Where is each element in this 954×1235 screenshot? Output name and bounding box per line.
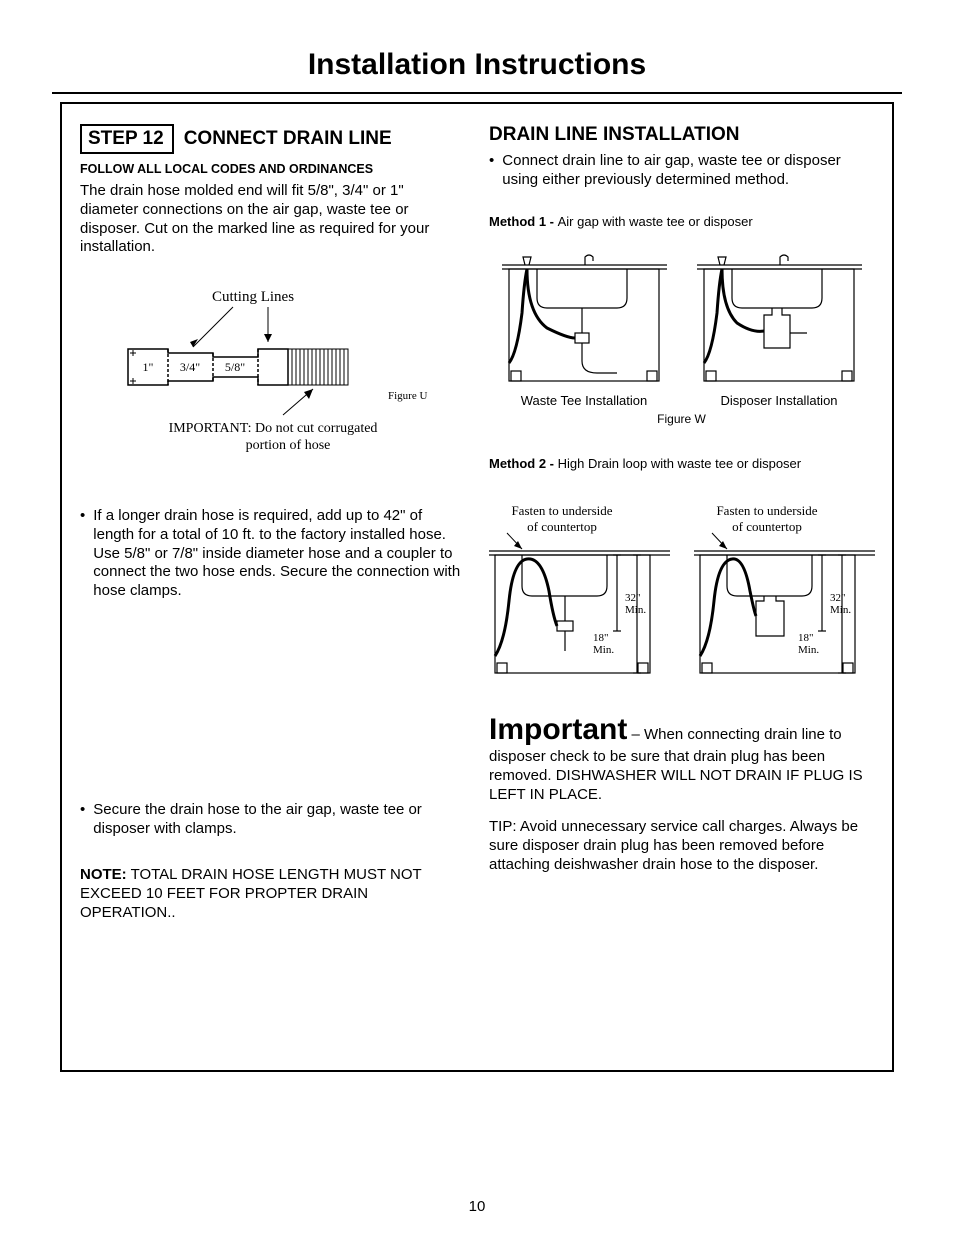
important-word: Important — [489, 713, 627, 746]
hose-mark-2: 3/4" — [179, 360, 199, 374]
figure-x-right: Fasten to underside of countertop — [692, 501, 877, 691]
content-frame: STEP 12 CONNECT DRAIN LINE FOLLOW ALL LO… — [60, 102, 894, 1072]
figure-u: Cutting Lines — [118, 287, 428, 467]
right-bullet-text: Connect drain line to air gap, waste tee… — [502, 152, 874, 190]
hose-mark-1: 1" — [142, 360, 153, 374]
important-dash: – — [627, 726, 644, 743]
tip-text: TIP: Avoid unnecessary service call char… — [489, 818, 874, 874]
figure-w-left-caption: Waste Tee Installation — [497, 393, 672, 408]
step-title: CONNECT DRAIN LINE — [184, 128, 392, 150]
fasten-label-1: Fasten to underside — [511, 503, 612, 518]
left-bullet-1: • If a longer drain hose is required, ad… — [80, 507, 465, 601]
bullet-icon: • — [489, 152, 494, 190]
note-body: TOTAL DRAIN HOSE LENGTH MUST NOT EXCEED … — [80, 866, 421, 921]
figure-w-caption: Figure W — [489, 412, 874, 426]
fasten-label-3: Fasten to underside — [716, 503, 817, 518]
method-1-label: Method 1 - — [489, 214, 558, 229]
method-1-text: Air gap with waste tee or disposer — [558, 214, 753, 229]
method-1-line: Method 1 - Air gap with waste tee or dis… — [489, 214, 874, 229]
method-2-text: High Drain loop with waste tee or dispos… — [558, 456, 802, 471]
left-bullet-2: • Secure the drain hose to the air gap, … — [80, 801, 465, 839]
cutting-lines-label: Cutting Lines — [211, 289, 293, 305]
figure-w-left: Waste Tee Installation — [497, 253, 672, 408]
left-bullet-1-text: If a longer drain hose is required, add … — [93, 507, 465, 601]
left-column: STEP 12 CONNECT DRAIN LINE FOLLOW ALL LO… — [80, 124, 465, 1054]
figure-x-left: Fasten to underside of countertop — [487, 501, 672, 691]
figure-w-right-caption: Disposer Installation — [692, 393, 867, 408]
dim-min2b: Min. — [798, 644, 819, 656]
figure-w: Waste Tee Installation — [489, 253, 874, 408]
right-bullet: • Connect drain line to air gap, waste t… — [489, 152, 874, 190]
follow-codes-line: FOLLOW ALL LOCAL CODES AND ORDINANCES — [80, 162, 465, 176]
note-label: NOTE: — [80, 866, 127, 883]
page-number: 10 — [0, 1198, 954, 1215]
fasten-label-2: of countertop — [527, 519, 597, 534]
step-header: STEP 12 CONNECT DRAIN LINE — [80, 124, 465, 154]
figure-x: Fasten to underside of countertop — [489, 501, 874, 691]
right-column: DRAIN LINE INSTALLATION • Connect drain … — [489, 124, 874, 1054]
hose-mark-3: 5/8" — [224, 360, 244, 374]
important-block: Important – When connecting drain line t… — [489, 711, 874, 805]
fasten-label-4: of countertop — [732, 519, 802, 534]
dim-min2: Min. — [593, 644, 614, 656]
figure-w-right: Disposer Installation — [692, 253, 867, 408]
dim-18: 18" — [593, 632, 609, 644]
right-title: DRAIN LINE INSTALLATION — [489, 124, 874, 146]
left-bullet-2-text: Secure the drain hose to the air gap, wa… — [93, 801, 465, 839]
dim-min: Min. — [625, 604, 646, 616]
dim-32b: 32" — [830, 592, 846, 604]
figure-u-caption: Figure U — [388, 390, 427, 402]
method-2-line: Method 2 - High Drain loop with waste te… — [489, 456, 874, 471]
bullet-icon: • — [80, 507, 85, 601]
figure-u-warning-2: portion of hose — [245, 438, 330, 453]
note-block: NOTE: TOTAL DRAIN HOSE LENGTH MUST NOT E… — [80, 866, 465, 922]
step-number-box: STEP 12 — [80, 124, 174, 154]
dim-32: 32" — [625, 592, 641, 604]
dim-18b: 18" — [798, 632, 814, 644]
title-rule — [52, 92, 902, 94]
bullet-icon: • — [80, 801, 85, 839]
page-title: Installation Instructions — [0, 0, 954, 92]
method-2-label: Method 2 - — [489, 456, 558, 471]
intro-paragraph: The drain hose molded end will fit 5/8",… — [80, 182, 465, 257]
figure-u-warning-1: IMPORTANT: Do not cut corrugated — [168, 421, 377, 436]
dim-minb: Min. — [830, 604, 851, 616]
important-lead: When connecting — [644, 726, 764, 743]
